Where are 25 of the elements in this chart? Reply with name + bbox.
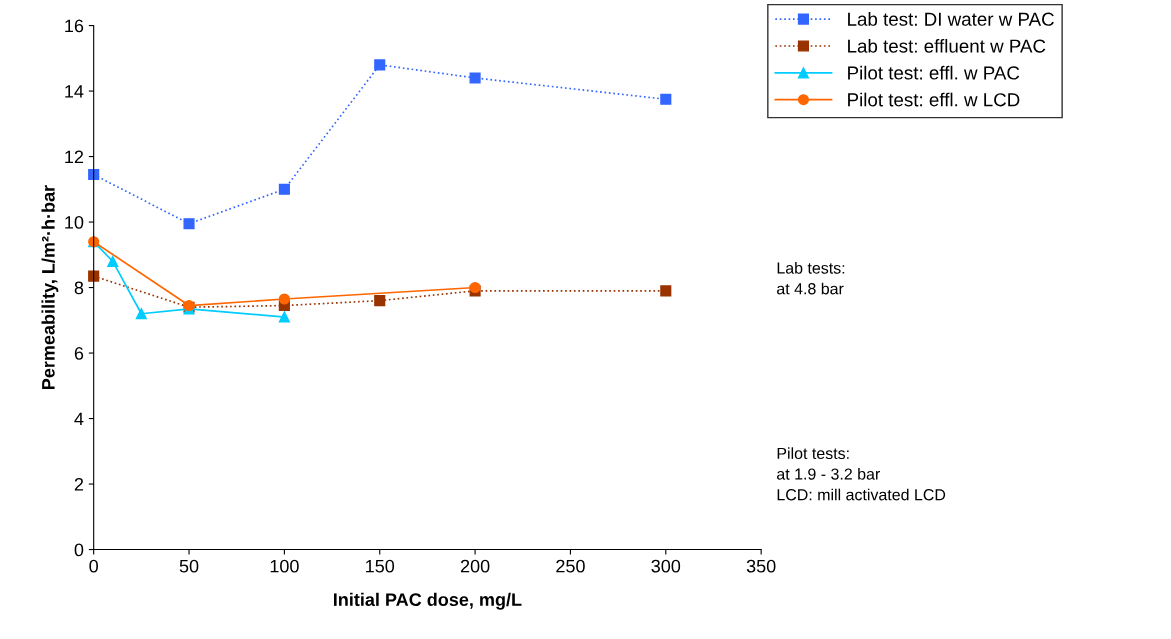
x-tick-label: 200 [460,559,490,573]
y-tick-label: 0 [74,543,84,557]
x-tick-label: 300 [651,559,681,573]
y-tick-label: 6 [74,346,84,360]
x-tick-label: 350 [746,559,776,573]
y-tick-label: 14 [65,85,84,98]
x-tick-label: 50 [179,559,199,573]
y-tick-label: 12 [65,150,84,164]
y-tick-label: 10 [65,215,84,229]
x-tick-label: 150 [366,559,395,573]
x-tick-label: 100 [270,559,299,573]
x-tick-label: 250 [556,559,585,573]
text: Lab tests: at 4.8 bar [777,261,845,295]
y-tick-label: 8 [74,281,84,295]
legend-label: Lab test: effluent w PAC [848,38,1046,53]
text: Pilot tests: at 1.9 - 3.2 bar LCD: mill activated LCD [777,447,946,501]
x-tick-label: 0 [89,559,98,573]
legend-label: Pilot test: effl. w LCD [848,92,1020,107]
legend-label: Pilot test: effl. w PAC [848,65,1020,80]
x-axis-title: Initial PAC dose, mg/L [333,592,522,610]
y-tick-label: 2 [74,477,84,491]
legend-label: Lab test: DI water w PAC [848,12,1054,26]
y-tick-label: 16 [65,19,84,33]
y-axis-title: Permeability, L/m²·h·bar [41,185,59,390]
y-tick-label: 4 [74,412,84,426]
